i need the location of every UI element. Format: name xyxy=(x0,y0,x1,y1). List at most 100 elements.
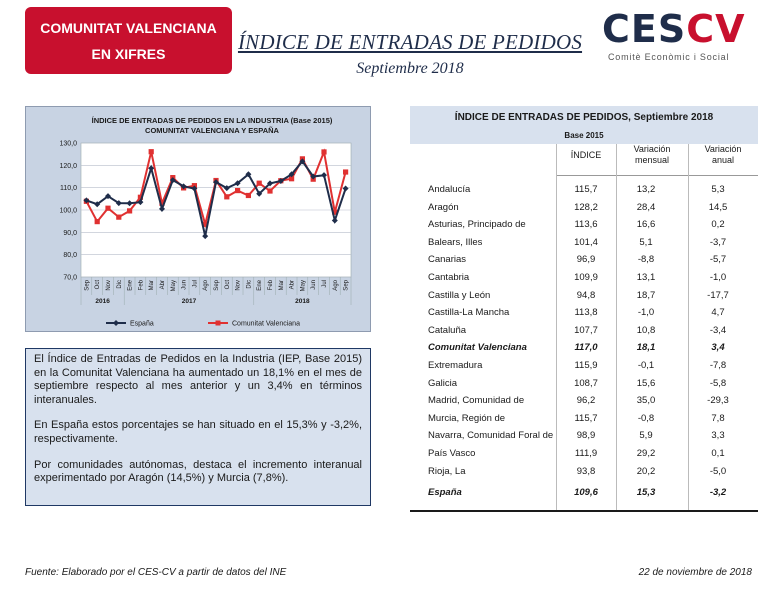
x-tick-label: Oct xyxy=(95,280,101,290)
monthly-change-cell: 28,4 xyxy=(636,201,656,213)
index-cell: 111,9 xyxy=(574,448,598,459)
x-tick-label: Nov xyxy=(236,280,242,291)
point-spain xyxy=(223,185,230,192)
column-divider xyxy=(616,144,617,512)
y-tick-label: 80,0 xyxy=(63,252,77,259)
point-spain xyxy=(180,183,187,190)
page-title: ÍNDICE DE ENTRADAS DE PEDIDOS xyxy=(237,30,583,54)
x-tick-label: Jun xyxy=(182,280,188,290)
table-row: España 109,6 15,3 -3,2 xyxy=(410,484,758,502)
point-cv xyxy=(343,169,349,175)
region-badge: COMUNITAT VALENCIANA EN XIFRES xyxy=(25,7,232,74)
monthly-change-cell: 15,6 xyxy=(636,377,656,389)
table-row: Andalucía 115,7 13,2 5,3 xyxy=(410,181,758,199)
x-tick-label: Ene xyxy=(128,279,134,290)
annual-change-cell: 0,1 xyxy=(711,448,725,459)
x-tick-label: Oct xyxy=(225,280,231,290)
point-spain xyxy=(234,180,241,187)
point-spain xyxy=(126,200,133,207)
region-cell: Cantabria xyxy=(428,272,470,283)
point-cv xyxy=(116,214,122,220)
region-cell: Extremadura xyxy=(428,360,483,371)
region-cell: Aragón xyxy=(428,201,459,213)
monthly-change-cell: 18,1 xyxy=(636,342,656,354)
point-spain xyxy=(256,190,263,197)
year-label: 2017 xyxy=(182,298,197,305)
annual-change-cell: 0,2 xyxy=(711,219,725,231)
region-cell: España xyxy=(428,487,462,499)
annual-change-cell: 3,3 xyxy=(711,430,725,442)
table-row: Asturias, Principado de 113,6 16,6 0,2 xyxy=(410,216,758,234)
monthly-change-cell: -1,0 xyxy=(637,307,655,319)
chart-subtitle: COMUNITAT VALENCIANA Y ESPAÑA xyxy=(145,126,279,135)
table-row: Aragón 128,2 28,4 14,5 xyxy=(410,199,758,217)
annual-change-cell: -3,2 xyxy=(709,487,727,499)
summary-paragraph-3: Por comunidades autónomas, destaca el in… xyxy=(34,458,362,485)
y-tick-label: 130,0 xyxy=(59,141,77,148)
x-tick-label: Sep xyxy=(84,279,90,290)
point-cv xyxy=(332,209,338,215)
col-header-annual-line2: anual xyxy=(711,155,735,165)
x-tick-label: Ago xyxy=(203,279,209,290)
index-cell: 117,0 xyxy=(574,342,598,354)
col-header-index: ÍNDICE xyxy=(556,144,616,176)
region-cell: Navarra, Comunidad Foral de xyxy=(428,430,554,442)
point-cv xyxy=(127,208,133,214)
index-cell: 101,4 xyxy=(574,236,598,248)
point-spain xyxy=(105,193,111,200)
summary-panel: El Índice de Entradas de Pedidos en la I… xyxy=(25,348,371,506)
point-cv xyxy=(94,219,100,225)
point-spain xyxy=(191,185,198,192)
point-spain xyxy=(331,217,338,224)
point-spain xyxy=(148,165,155,172)
point-spain xyxy=(321,172,327,179)
region-cell: Rioja, La xyxy=(428,465,466,477)
point-spain xyxy=(310,173,317,180)
y-tick-label: 100,0 xyxy=(59,208,77,215)
regional-table: ÍNDICE DE ENTRADAS DE PEDIDOS, Septiembr… xyxy=(410,106,758,512)
annual-change-cell: 5,3 xyxy=(711,184,725,195)
x-tick-label: Jun xyxy=(311,280,317,290)
region-cell: Andalucía xyxy=(428,184,471,195)
annual-change-cell: 4,7 xyxy=(711,307,725,319)
legend-marker-cv xyxy=(215,320,221,326)
index-cell: 96,2 xyxy=(576,395,596,407)
table-title: ÍNDICE DE ENTRADAS DE PEDIDOS, Septiembr… xyxy=(454,112,714,123)
x-tick-label: Nov xyxy=(106,280,112,291)
point-spain xyxy=(277,177,284,184)
annual-change-cell: 7,8 xyxy=(711,412,725,424)
table-row: Madrid, Comunidad de 96,2 35,0 -29,3 xyxy=(410,392,758,410)
annual-change-cell: -29,3 xyxy=(707,395,729,407)
x-tick-label: Ago xyxy=(333,279,339,290)
region-cell: Comunitat Valenciana xyxy=(428,342,527,354)
table-row: Extremadura 115,9 -0,1 -7,8 xyxy=(410,357,758,375)
point-spain xyxy=(202,233,209,240)
region-cell: Murcia, Región de xyxy=(428,412,506,424)
annual-change-cell: -17,7 xyxy=(707,289,729,301)
region-cell: Castilla-La Mancha xyxy=(428,307,510,319)
x-tick-label: Jul xyxy=(192,280,198,288)
point-spain xyxy=(342,185,349,192)
x-tick-label: Dic xyxy=(246,280,252,289)
region-cell: País Vasco xyxy=(428,448,476,459)
logo-tagline: Comitè Econòmic i Social xyxy=(608,52,730,62)
index-cell: 93,8 xyxy=(576,465,596,477)
index-cell: 115,9 xyxy=(574,360,598,371)
chart-title: ÍNDICE DE ENTRADAS DE PEDIDOS EN LA INDU… xyxy=(92,116,333,125)
logo-cv-text: CV xyxy=(686,7,746,51)
monthly-change-cell: 10,8 xyxy=(636,324,656,336)
monthly-change-cell: 16,6 xyxy=(636,219,656,231)
index-cell: 115,7 xyxy=(574,184,598,195)
col-header-annual: Variación anual xyxy=(688,144,758,176)
point-cv xyxy=(148,149,154,155)
monthly-change-cell: 20,2 xyxy=(636,465,656,477)
index-cell: 113,6 xyxy=(574,219,598,231)
point-cv xyxy=(267,188,273,194)
annual-change-cell: -5,8 xyxy=(709,377,727,389)
column-divider xyxy=(688,144,689,512)
point-spain xyxy=(159,205,165,212)
legend-label: España xyxy=(130,321,154,328)
point-spain xyxy=(94,201,101,208)
table-row: Canarias 96,9 -8,8 -5,7 xyxy=(410,251,758,269)
legend-marker-spain xyxy=(113,320,119,326)
